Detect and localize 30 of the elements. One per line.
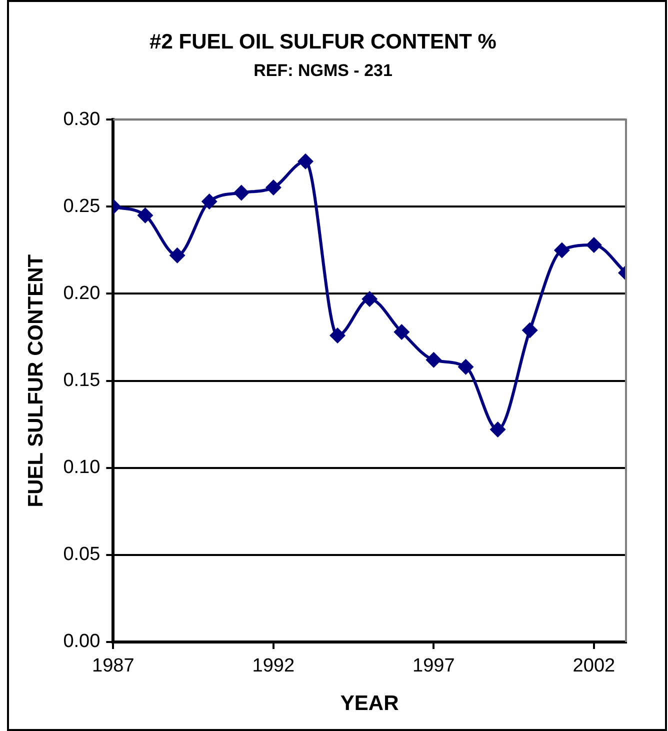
x-tick-label: 1992	[252, 656, 295, 677]
y-tick-label: 0.15	[63, 370, 100, 392]
y-tick-label: 0.20	[63, 282, 100, 304]
y-tick-label: 0.30	[63, 108, 100, 130]
chart-title: #2 FUEL OIL SULFUR CONTENT %	[150, 30, 497, 54]
x-axis-title: YEAR	[340, 692, 399, 716]
point	[233, 184, 250, 201]
point	[330, 328, 346, 344]
x-tick-label: 1987	[92, 656, 134, 677]
point	[554, 242, 570, 258]
point	[522, 322, 538, 338]
point	[297, 153, 314, 170]
point	[586, 236, 602, 253]
y-tick-label: 0.25	[63, 196, 100, 217]
y-tick-label: 0.05	[63, 544, 100, 566]
x-tick-label: 1997	[412, 656, 455, 677]
x-tick-label: 2002	[572, 656, 616, 677]
point	[265, 180, 282, 196]
chart-subtitle: REF: NGMS - 231	[254, 61, 392, 80]
y-axis-title: FUEL SULFUR CONTENT	[24, 254, 48, 508]
point	[362, 290, 378, 307]
point	[137, 207, 154, 224]
point	[169, 247, 186, 264]
point	[458, 358, 474, 375]
y-tick-label: 0.10	[63, 457, 100, 478]
point	[490, 422, 506, 438]
point	[201, 193, 218, 210]
point	[394, 324, 410, 340]
point	[426, 352, 442, 368]
y-tick-label: 0.00	[63, 631, 100, 652]
